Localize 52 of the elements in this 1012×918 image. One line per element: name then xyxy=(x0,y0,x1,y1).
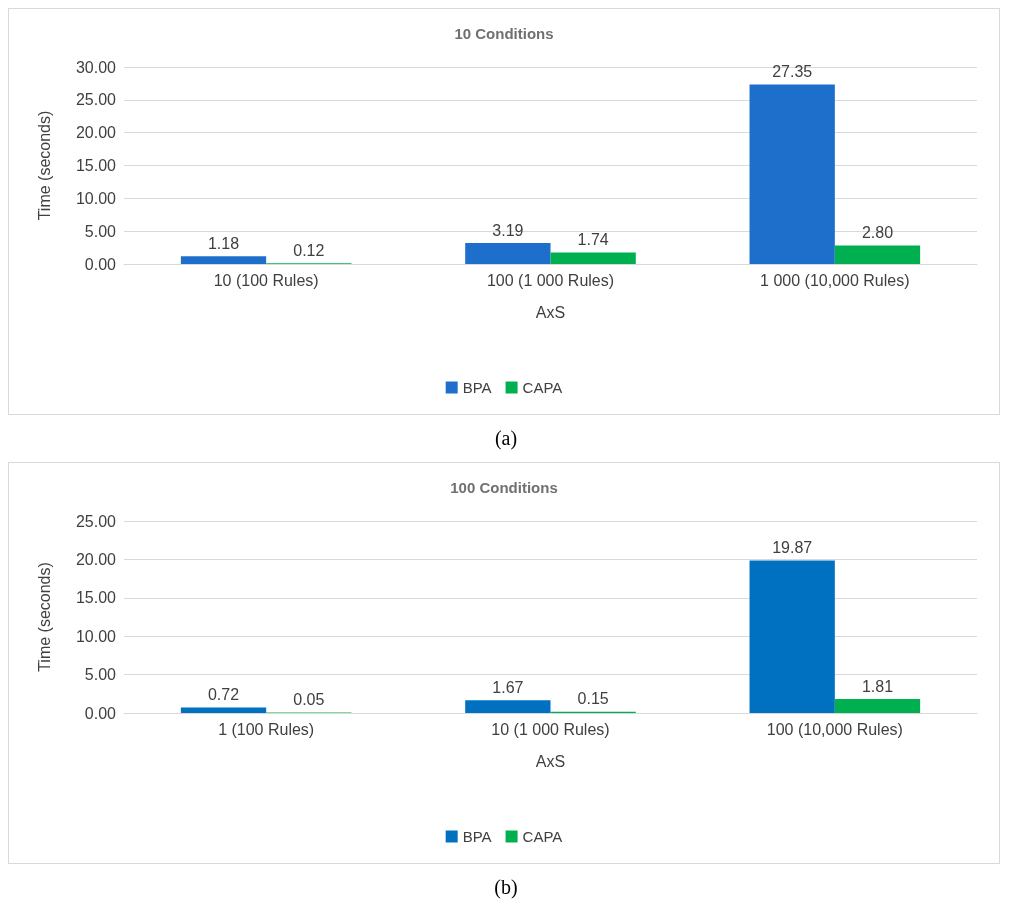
data-label: 0.12 xyxy=(293,241,325,259)
text: (a) xyxy=(493,426,519,452)
bar xyxy=(834,245,921,264)
bar xyxy=(180,256,267,264)
y-axis-title: Time (seconds) xyxy=(35,562,53,672)
bar xyxy=(749,84,835,264)
x-tick-label: 100 (10,000 Rules) xyxy=(766,720,903,738)
bar xyxy=(180,707,267,713)
y-tick-label: 5.00 xyxy=(84,666,117,684)
x-axis-title: AxS xyxy=(535,303,566,321)
data-label: 1.67 xyxy=(492,678,524,696)
x-tick-label: 1 000 (10,000 Rules) xyxy=(760,271,910,289)
y-tick-label: 25.00 xyxy=(75,512,117,530)
y-tick-label: 30.00 xyxy=(75,58,117,76)
y-tick-label: 15.00 xyxy=(75,589,117,607)
data-label: 2.80 xyxy=(861,224,894,242)
data-label: 1.81 xyxy=(861,677,894,695)
data-label: 1.18 xyxy=(207,234,240,252)
bar xyxy=(465,700,551,713)
y-tick-label: 20.00 xyxy=(75,550,117,568)
x-tick-label: 10 (1 000 Rules) xyxy=(491,720,610,738)
legend-label: BPA xyxy=(462,379,492,396)
data-label: 0.05 xyxy=(293,691,325,709)
y-tick-label: 25.00 xyxy=(75,91,117,109)
chart-title: 10 Conditions xyxy=(454,25,554,42)
y-tick-label: 0.00 xyxy=(84,704,117,722)
x-axis-title: AxS xyxy=(535,752,566,770)
chart-title: 100 Conditions xyxy=(450,479,558,496)
y-tick-label: 10.00 xyxy=(75,189,117,207)
y-tick-label: 5.00 xyxy=(84,222,117,240)
data-label: 0.15 xyxy=(577,690,609,708)
x-tick-label: 100 (1 000 Rules) xyxy=(486,271,615,289)
data-label: 3.19 xyxy=(492,221,524,239)
y-tick-label: 0.00 xyxy=(84,255,117,273)
legend-label: BPA xyxy=(462,828,492,845)
bar xyxy=(465,243,551,264)
data-label: 1.74 xyxy=(577,231,609,249)
y-tick-label: 10.00 xyxy=(75,627,117,645)
bar xyxy=(749,560,835,713)
x-tick-label: 10 (100 Rules) xyxy=(213,271,319,289)
bar xyxy=(834,699,921,713)
data-label: 27.35 xyxy=(772,62,813,80)
y-tick-label: 20.00 xyxy=(75,124,117,142)
legend-label: CAPA xyxy=(522,828,563,845)
text: (b) xyxy=(493,875,519,900)
bar xyxy=(550,252,636,264)
data-label: 0.72 xyxy=(207,685,240,703)
data-label: 19.87 xyxy=(772,538,813,556)
legend-label: CAPA xyxy=(522,379,563,396)
y-tick-label: 15.00 xyxy=(75,157,117,174)
x-tick-label: 1 (100 Rules) xyxy=(218,720,315,738)
y-axis-title: Time (seconds) xyxy=(35,110,53,221)
